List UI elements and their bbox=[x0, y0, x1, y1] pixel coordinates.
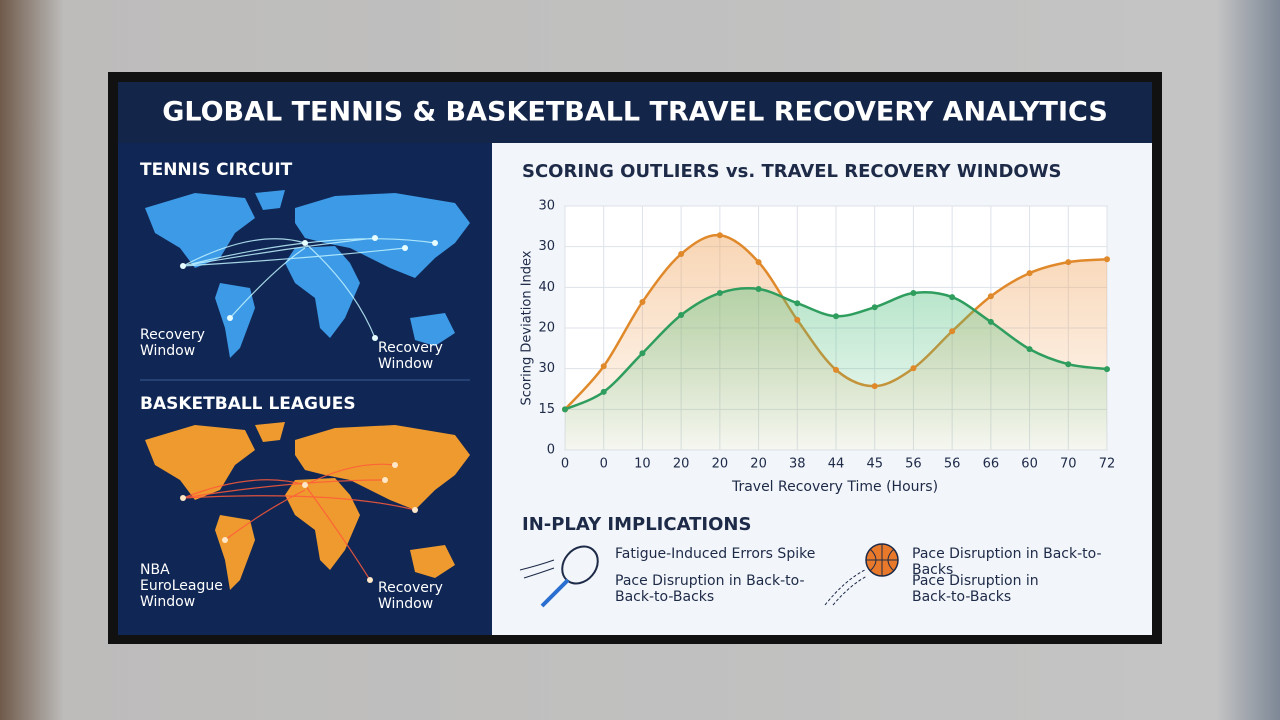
map-label: Recovery Window bbox=[378, 340, 443, 372]
map-label: NBA EuroLeague Window bbox=[140, 562, 223, 610]
implications-title: IN-PLAY IMPLICATIONS bbox=[522, 514, 751, 535]
x-tick-label: 20 bbox=[712, 457, 729, 472]
basketball-title: BASKETBALL LEAGUES bbox=[140, 394, 356, 414]
y-tick-label: 30 bbox=[538, 239, 555, 254]
tennis-icon bbox=[519, 545, 599, 608]
y-tick-label: 20 bbox=[538, 321, 555, 336]
map-label: Recovery Window bbox=[140, 327, 205, 359]
point bbox=[1026, 346, 1033, 353]
point bbox=[987, 293, 994, 300]
x-tick-label: 72 bbox=[1099, 457, 1116, 472]
point bbox=[600, 388, 607, 395]
y-tick-label: 0 bbox=[547, 443, 555, 458]
x-tick-label: 60 bbox=[1021, 457, 1038, 472]
y-tick-label: 40 bbox=[538, 280, 555, 295]
implication: Pace Disruption in Back-to-Backs bbox=[912, 573, 1039, 605]
point bbox=[1104, 256, 1110, 263]
chart-title: SCORING OUTLIERS vs. TRAVEL RECOVERY WIN… bbox=[522, 161, 1062, 182]
y-label: Scoring Deviation Index bbox=[520, 250, 535, 405]
x-tick-label: 45 bbox=[866, 457, 883, 472]
point bbox=[716, 290, 723, 297]
point bbox=[910, 290, 917, 297]
point bbox=[833, 366, 839, 373]
x-tick-label: 0 bbox=[561, 457, 569, 472]
y-tick-label: 30 bbox=[538, 199, 555, 214]
point bbox=[794, 316, 801, 323]
x-tick-label: 0 bbox=[600, 457, 608, 472]
point bbox=[678, 250, 685, 257]
x-tick-label: 10 bbox=[634, 457, 651, 472]
y-tick-label: 15 bbox=[538, 402, 555, 417]
point bbox=[1026, 270, 1033, 277]
point bbox=[871, 383, 878, 390]
point bbox=[562, 406, 568, 413]
point bbox=[949, 294, 956, 301]
point bbox=[987, 318, 994, 325]
point bbox=[639, 298, 646, 305]
y-tick-label: 30 bbox=[538, 361, 555, 376]
implication: Pace Disruption in Back-to-Back-to-Backs bbox=[615, 573, 805, 605]
title-bar bbox=[118, 82, 1152, 143]
tennis-title: TENNIS CIRCUIT bbox=[140, 160, 293, 180]
basketball-icon bbox=[824, 543, 899, 606]
point bbox=[871, 304, 878, 311]
point bbox=[910, 365, 917, 372]
point bbox=[755, 259, 762, 266]
x-tick-label: 66 bbox=[983, 457, 1000, 472]
point bbox=[1104, 366, 1110, 373]
x-tick-label: 56 bbox=[944, 457, 961, 472]
tennis-map bbox=[145, 190, 470, 358]
point bbox=[1065, 259, 1072, 266]
point bbox=[794, 300, 801, 307]
point bbox=[600, 363, 607, 370]
basketball-map bbox=[145, 422, 470, 590]
map-label: Recovery Window bbox=[378, 580, 443, 612]
point bbox=[1065, 361, 1072, 368]
title: GLOBAL TENNIS & BASKETBALL TRAVEL RECOVE… bbox=[162, 97, 1108, 128]
x-tick-label: 70 bbox=[1060, 457, 1077, 472]
implication: Fatigue-Induced Errors Spike bbox=[615, 546, 816, 562]
point bbox=[949, 328, 956, 335]
implication: Pace Disruption in Back-to-Backs bbox=[912, 546, 1102, 578]
point bbox=[755, 285, 762, 292]
x-tick-label: 56 bbox=[905, 457, 922, 472]
point bbox=[678, 311, 685, 318]
x-tick-label: 38 bbox=[789, 457, 806, 472]
x-tick-label: 20 bbox=[750, 457, 767, 472]
point bbox=[639, 350, 646, 357]
x-tick-label: 20 bbox=[673, 457, 690, 472]
x-label: Travel Recovery Time (Hours) bbox=[731, 479, 938, 495]
x-tick-label: 44 bbox=[828, 457, 845, 472]
point bbox=[716, 232, 723, 239]
point bbox=[833, 313, 839, 320]
